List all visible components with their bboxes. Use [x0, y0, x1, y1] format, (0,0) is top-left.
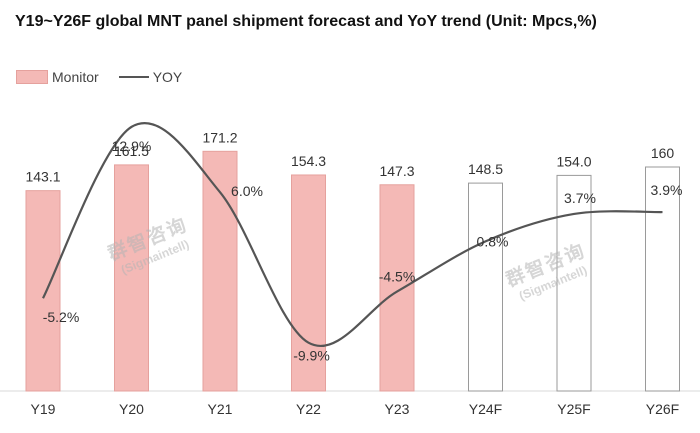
yoy-label-y20: 12.9%	[112, 138, 152, 154]
bar-label-y21: 171.2	[202, 129, 237, 145]
bar-y19	[25, 190, 61, 392]
yoy-label-y23: -4.5%	[379, 269, 416, 285]
chart-title: Y19~Y26F global MNT panel shipment forec…	[15, 13, 597, 30]
legend-monitor-swatch	[16, 70, 48, 84]
yoy-label-y19: -5.2%	[43, 309, 80, 325]
x-tick-y21: Y21	[208, 401, 233, 417]
x-tick-y19: Y19	[31, 401, 56, 417]
legend-yoy-line	[118, 76, 149, 78]
bar-y22	[291, 174, 326, 392]
x-tick-y26f: Y26F	[646, 401, 679, 417]
bar-y23	[379, 184, 415, 392]
bar-label-y24f: 148.5	[468, 161, 503, 177]
bar-label-y20: 161.5	[114, 143, 149, 159]
bar-y20	[114, 164, 149, 392]
bar-y26f	[645, 166, 680, 392]
legend-yoy-label: YOY	[152, 69, 183, 85]
yoy-label-y22: -9.9%	[293, 348, 330, 364]
yoy-label-y26f: 3.9%	[651, 182, 683, 198]
bar-label-y26f: 160	[651, 145, 675, 161]
bar-y24f	[468, 182, 503, 392]
yoy-line	[42, 121, 663, 347]
x-tick-y24f: Y24F	[469, 401, 502, 417]
bar-label-y23: 147.3	[379, 163, 414, 179]
yoy-label-y25f: 3.7%	[564, 190, 596, 206]
bar-label-y19: 143.1	[25, 169, 60, 185]
bar-y25f	[556, 174, 592, 392]
legend-monitor-label: Monitor	[52, 69, 99, 85]
x-tick-y22: Y22	[296, 401, 321, 417]
bar-label-y22: 154.3	[291, 153, 326, 169]
bar-label-y25f: 154.0	[556, 153, 591, 169]
yoy-label-y24f: 0.8%	[477, 233, 509, 249]
yoy-label-y21: 6.0%	[231, 183, 263, 199]
x-tick-y25f: Y25F	[557, 401, 590, 417]
x-tick-y23: Y23	[385, 401, 410, 417]
legend: Monitor YOY	[16, 69, 182, 85]
x-tick-y20: Y20	[119, 401, 144, 417]
